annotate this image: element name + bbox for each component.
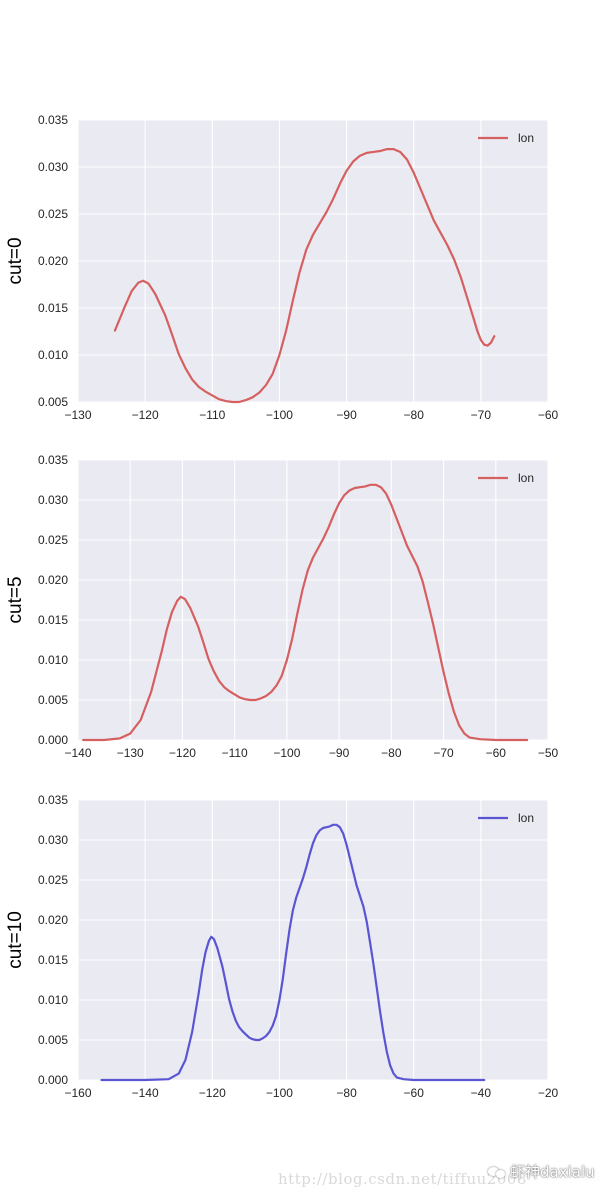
x-tick-label: −100: [266, 408, 293, 422]
y-tick-label: 0.015: [38, 301, 68, 315]
chart-panel-1: −130 −120 −110 −100 −90 −80 −70 −60 0.005 0.010 0.…: [5, 113, 559, 422]
watermark-brand: 虾神daxialu: [488, 1161, 595, 1182]
y-tick-label: 0.035: [38, 453, 68, 467]
x-tick-label: −60: [486, 746, 507, 760]
y-tick-label: 0.015: [38, 613, 68, 627]
x-tick-label: −90: [329, 746, 350, 760]
legend-label: lon: [518, 811, 534, 825]
x-tick-label: −40: [471, 1086, 492, 1100]
y-tick-label: 0.020: [38, 573, 68, 587]
series-line-lon: [113, 148, 496, 404]
x-tick-label: −70: [471, 408, 492, 422]
y-axis-label: cut=10: [5, 911, 26, 969]
x-tick-label: −100: [273, 746, 300, 760]
x-tick-label: −120: [199, 1086, 226, 1100]
x-tick-label: −100: [266, 1086, 293, 1100]
legend-label: lon: [518, 471, 534, 485]
x-tick-label: −140: [132, 1086, 159, 1100]
x-tick-label: −80: [336, 1086, 357, 1100]
y-tick-label: 0.035: [38, 113, 68, 127]
y-tick-label: 0.000: [38, 1073, 68, 1087]
y-tick-label: 0.030: [38, 493, 68, 507]
x-tick-label: −60: [538, 408, 559, 422]
y-tick-label: 0.010: [38, 653, 68, 667]
watermark-brand-text: 虾神daxialu: [510, 1163, 595, 1181]
x-tick-label: −50: [538, 746, 559, 760]
series-line-lon: [82, 483, 529, 742]
series-line-lon: [100, 823, 486, 1082]
x-tick-label: −20: [538, 1086, 559, 1100]
x-tick-label: −130: [64, 408, 91, 422]
y-tick-label: 0.005: [38, 1033, 68, 1047]
x-tick-label: −140: [64, 746, 91, 760]
x-tick-label: −120: [169, 746, 196, 760]
y-tick-label: 0.020: [38, 913, 68, 927]
chart-panel-2: −140 −130 −120 −110 −100 −90 −80 −70 −60 −50 0.000…: [5, 453, 559, 760]
plot-area: [78, 460, 548, 740]
y-tick-label: 0.030: [38, 833, 68, 847]
y-tick-label: 0.005: [38, 395, 68, 409]
x-tick-label: −70: [433, 746, 454, 760]
y-tick-label: 0.025: [38, 207, 68, 221]
y-tick-label: 0.025: [38, 873, 68, 887]
y-tick-label: 0.020: [38, 254, 68, 268]
x-tick-label: −60: [404, 1086, 425, 1100]
y-tick-label: 0.030: [38, 160, 68, 174]
y-tick-label: 0.010: [38, 348, 68, 362]
x-tick-label: −80: [404, 408, 425, 422]
legend-label: lon: [518, 131, 534, 145]
y-tick-label: 0.025: [38, 533, 68, 547]
x-tick-label: −130: [117, 746, 144, 760]
y-tick-label: 0.035: [38, 793, 68, 807]
x-tick-label: −110: [222, 746, 248, 760]
x-tick-label: −160: [64, 1086, 91, 1100]
x-tick-label: −110: [199, 408, 225, 422]
watermark-url: http://blog.csdn.net/tiffuu2008: [278, 1170, 527, 1188]
chart-panel-3: −160 −140 −120 −100 −80 −60 −40 −20 0.000 0.005 0.…: [5, 793, 559, 1100]
y-tick-label: 0.000: [38, 733, 68, 747]
y-tick-label: 0.005: [38, 693, 68, 707]
x-tick-label: −120: [132, 408, 159, 422]
y-tick-label: 0.015: [38, 953, 68, 967]
x-tick-label: −90: [336, 408, 357, 422]
wechat-icon: [488, 1165, 506, 1179]
y-axis-label: cut=5: [5, 576, 26, 623]
x-tick-label: −80: [381, 746, 402, 760]
y-tick-label: 0.010: [38, 993, 68, 1007]
y-axis-label: cut=0: [5, 237, 26, 284]
